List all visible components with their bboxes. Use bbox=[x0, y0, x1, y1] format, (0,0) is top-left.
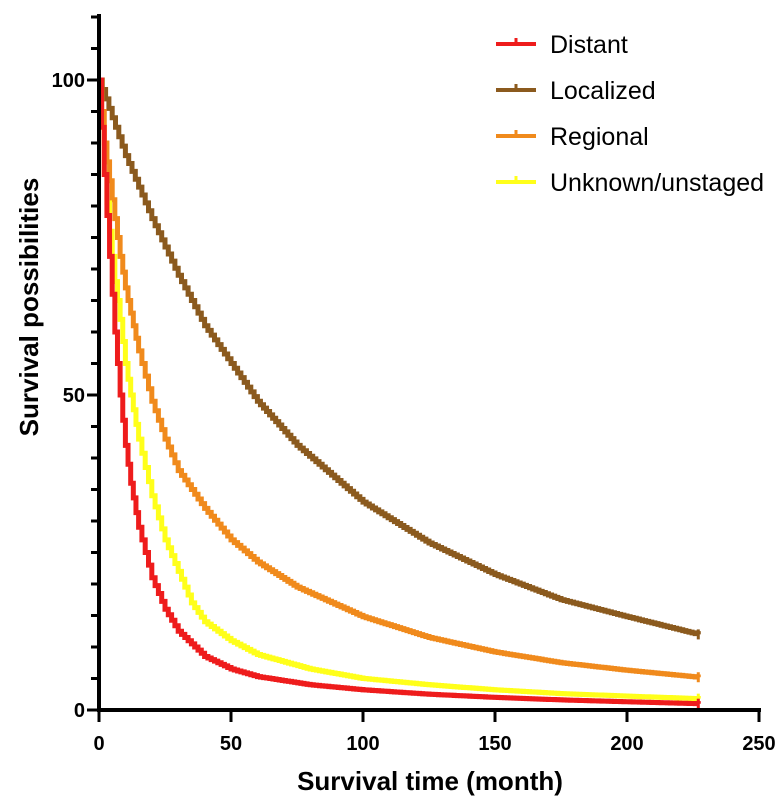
y-tick-label: 100 bbox=[52, 70, 85, 92]
legend-label-unknown-unstaged: Unknown/unstaged bbox=[550, 169, 764, 197]
x-tick-label: 0 bbox=[93, 733, 104, 755]
series-line-distant bbox=[99, 77, 701, 707]
y-tick-label: 50 bbox=[63, 385, 85, 407]
x-tick-label: 100 bbox=[346, 733, 379, 755]
y-axis-title: Survival possibilities bbox=[14, 178, 44, 437]
x-tick-label: 50 bbox=[220, 733, 242, 755]
plot-area bbox=[99, 77, 701, 709]
series-line-regional bbox=[99, 77, 701, 680]
legend: Distant Localized Regional Unknown/unstaged bbox=[496, 31, 764, 197]
legend-label-distant: Distant bbox=[550, 31, 628, 59]
legend-label-regional: Regional bbox=[550, 123, 649, 151]
series-line-localized bbox=[99, 77, 701, 637]
x-tick-label: 200 bbox=[610, 733, 643, 755]
series-line-unknown-unstaged bbox=[99, 77, 701, 702]
axes: 0 50 100 0 50 100 150 200 250 bbox=[52, 14, 776, 755]
legend-label-localized: Localized bbox=[550, 77, 656, 105]
x-tick-label: 150 bbox=[478, 733, 511, 755]
x-tick-label: 250 bbox=[742, 733, 775, 755]
y-tick-label: 0 bbox=[74, 700, 85, 722]
x-axis-title: Survival time (month) bbox=[297, 766, 563, 796]
